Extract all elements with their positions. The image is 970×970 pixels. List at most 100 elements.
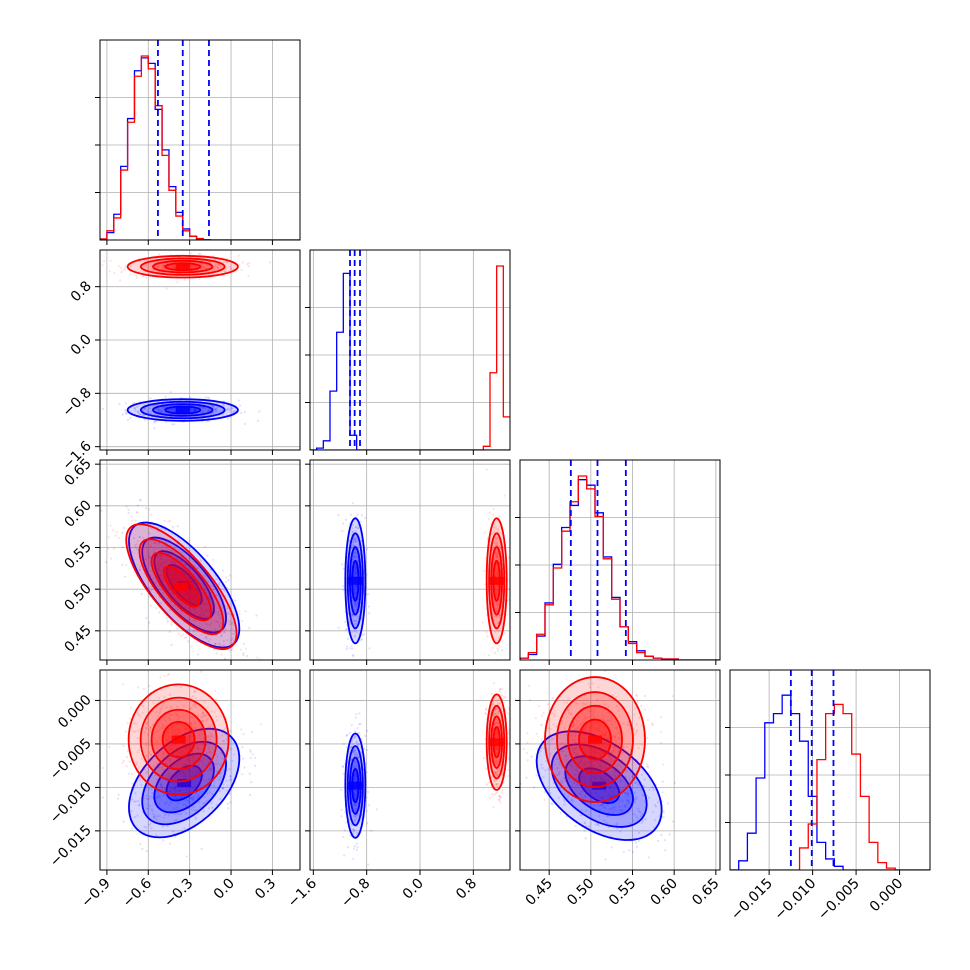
- scatter-point: [495, 747, 498, 751]
- scatter-point: [495, 729, 498, 732]
- scatter-point: [358, 632, 361, 635]
- scatter-point: [173, 795, 177, 798]
- scatter-point: [349, 513, 352, 516]
- scatter-point: [494, 759, 497, 762]
- scatter-point: [153, 814, 156, 818]
- scatter-point: [635, 730, 638, 734]
- scatter-point: [112, 529, 115, 532]
- scatter-point: [579, 760, 583, 764]
- scatter-point: [173, 561, 176, 565]
- scatter-point: [124, 402, 127, 405]
- scatter-point: [355, 761, 358, 764]
- scatter-point: [659, 716, 662, 719]
- scatter-point: [582, 766, 585, 769]
- scatter-point: [208, 724, 212, 727]
- scatter-point: [584, 733, 587, 736]
- scatter-point: [186, 768, 189, 771]
- scatter-point: [483, 531, 486, 534]
- scatter-point: [580, 759, 583, 762]
- scatter-point: [507, 732, 510, 735]
- scatter-point: [489, 712, 492, 715]
- blue-histogram: [100, 57, 300, 240]
- scatter-point: [354, 572, 357, 575]
- scatter-point: [584, 794, 587, 797]
- scatter-point: [175, 705, 179, 708]
- scatter-point: [546, 748, 549, 752]
- scatter-point: [360, 513, 364, 517]
- scatter-point: [608, 792, 611, 796]
- scatter-point: [355, 752, 358, 755]
- scatter-point: [643, 694, 647, 698]
- scatter-point: [203, 802, 206, 805]
- scatter-point: [352, 803, 355, 806]
- scatter-point: [180, 610, 183, 613]
- scatter-point: [498, 690, 501, 693]
- scatter-point: [190, 590, 193, 593]
- scatter-point: [621, 748, 625, 752]
- scatter-point: [232, 410, 235, 413]
- scatter-point: [206, 706, 209, 709]
- scatter-point: [558, 771, 561, 774]
- panel-r3-c3: −0.015−0.010−0.005 0.000: [725, 669, 931, 924]
- scatter-point: [496, 747, 500, 750]
- scatter-point: [155, 266, 159, 269]
- panel-r3-c1: −1.6 −0.8 0.0 0.8: [285, 669, 511, 911]
- scatter-point: [352, 765, 355, 768]
- scatter-point: [351, 828, 355, 831]
- scatter-point: [627, 792, 630, 795]
- scatter-point: [168, 790, 171, 793]
- scatter-point: [594, 746, 597, 749]
- scatter-point: [145, 794, 148, 798]
- scatter-point: [605, 744, 608, 747]
- scatter-point: [352, 619, 355, 622]
- scatter-point: [497, 621, 500, 624]
- panel-r1-c0: −1.6−0.80.00.8: [59, 249, 301, 474]
- scatter-point: [554, 713, 557, 716]
- scatter-point: [551, 803, 554, 806]
- scatter-point: [574, 740, 577, 743]
- scatter-point: [634, 781, 637, 785]
- panel-content: [520, 460, 720, 660]
- scatter-point: [525, 776, 528, 779]
- scatter-point: [167, 727, 170, 730]
- scatter-point: [491, 703, 495, 706]
- scatter-point: [177, 715, 180, 718]
- scatter-point: [187, 806, 190, 809]
- scatter-point: [653, 819, 657, 822]
- scatter-point: [215, 263, 219, 266]
- scatter-point: [125, 756, 129, 759]
- scatter-point: [160, 547, 163, 550]
- scatter-point: [190, 588, 193, 592]
- scatter-point: [194, 773, 197, 776]
- scatter-point: [571, 739, 574, 742]
- scatter-point: [196, 771, 199, 774]
- scatter-point: [498, 627, 501, 631]
- scatter-point: [588, 685, 592, 689]
- scatter-point: [182, 803, 185, 806]
- y-tick-label: 0.60: [61, 497, 94, 530]
- scatter-point: [353, 592, 357, 595]
- x-tick-label: −0.010: [771, 876, 819, 924]
- scatter-point: [129, 416, 132, 420]
- scatter-point: [255, 664, 257, 666]
- scatter-point: [351, 502, 354, 505]
- scatter-point: [135, 547, 138, 550]
- scatter-point: [125, 563, 128, 567]
- scatter-point: [218, 624, 221, 627]
- scatter-point: [214, 409, 217, 412]
- scatter-point: [221, 598, 224, 601]
- scatter-point: [137, 410, 140, 413]
- scatter-point: [355, 539, 358, 542]
- scatter-point: [354, 817, 357, 820]
- scatter-point: [639, 811, 642, 814]
- scatter-point: [169, 601, 173, 604]
- scatter-point: [348, 622, 351, 626]
- scatter-point: [190, 252, 193, 255]
- scatter-point: [346, 637, 350, 640]
- scatter-point: [145, 727, 148, 730]
- scatter-point: [171, 577, 174, 580]
- scatter-point: [175, 576, 178, 580]
- scatter-point: [354, 716, 357, 719]
- scatter-point: [555, 725, 558, 728]
- scatter-point: [211, 412, 214, 415]
